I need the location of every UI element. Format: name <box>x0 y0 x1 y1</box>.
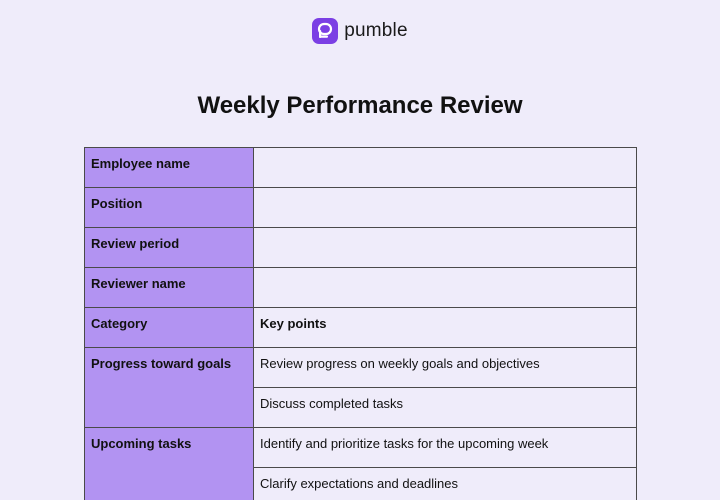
brand-header: pumble <box>0 18 720 44</box>
table-row: Discuss completed tasks <box>85 387 637 428</box>
document-title: Weekly Performance Review <box>197 92 523 119</box>
field-label-reviewer-name: Reviewer name <box>84 267 254 308</box>
field-value-position[interactable] <box>253 187 637 228</box>
category-progress-toward-goals: Progress toward goals <box>84 347 254 428</box>
key-point: Identify and prioritize tasks for the up… <box>253 427 637 468</box>
table-row: Position <box>84 187 637 228</box>
category-upcoming-tasks: Upcoming tasks <box>84 427 254 500</box>
field-label-employee-name: Employee name <box>84 147 254 188</box>
table-row: Review period <box>84 227 637 268</box>
key-point: Discuss completed tasks <box>253 387 637 428</box>
field-value-review-period[interactable] <box>253 227 637 268</box>
field-label-review-period: Review period <box>84 227 254 268</box>
review-table: Employee name Position Review period Rev… <box>84 147 637 500</box>
table-row: Clarify expectations and deadlines <box>85 467 637 500</box>
field-value-employee-name[interactable] <box>253 147 637 188</box>
key-point: Review progress on weekly goals and obje… <box>253 347 637 388</box>
table-row: Reviewer name <box>84 267 637 308</box>
table-row: Progress toward goals Review progress on… <box>84 347 637 428</box>
pumble-logo-icon <box>312 18 339 44</box>
field-value-reviewer-name[interactable] <box>253 267 637 308</box>
header-key-points: Key points <box>253 307 637 348</box>
table-header-row: Category Key points <box>84 307 637 348</box>
header-category: Category <box>84 307 254 348</box>
field-label-position: Position <box>84 187 254 228</box>
table-row: Employee name <box>84 147 637 188</box>
key-point: Clarify expectations and deadlines <box>253 467 637 500</box>
brand-name: pumble <box>344 20 408 41</box>
table-row: Upcoming tasks Identify and prioritize t… <box>84 427 637 500</box>
